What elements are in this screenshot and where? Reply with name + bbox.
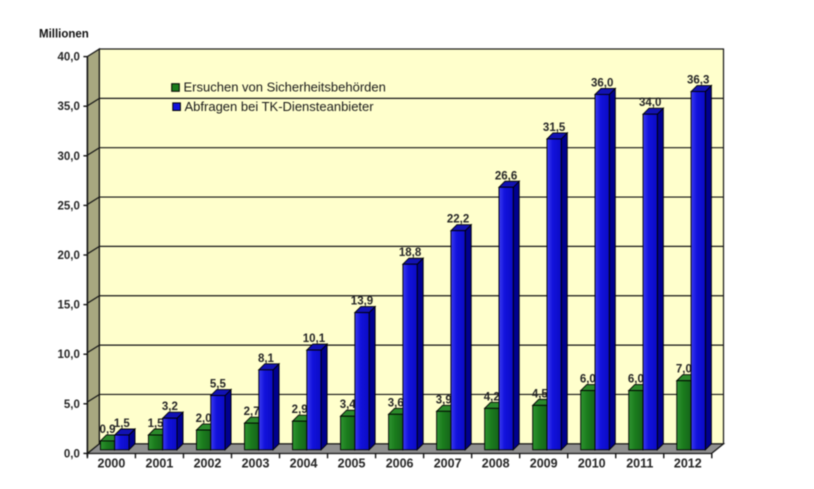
- svg-text:2002: 2002: [194, 457, 222, 471]
- svg-text:2008: 2008: [482, 457, 510, 471]
- svg-text:36,3: 36,3: [687, 75, 709, 87]
- svg-text:2003: 2003: [242, 457, 270, 471]
- svg-text:25,0: 25,0: [58, 200, 80, 212]
- svg-text:31,5: 31,5: [543, 122, 566, 134]
- svg-text:0,9: 0,9: [100, 424, 116, 436]
- svg-text:3,6: 3,6: [388, 397, 404, 409]
- svg-text:Millionen: Millionen: [39, 29, 89, 41]
- svg-text:3,2: 3,2: [162, 401, 178, 413]
- svg-text:7,0: 7,0: [676, 364, 692, 376]
- svg-text:2006: 2006: [386, 457, 414, 471]
- svg-text:40,0: 40,0: [58, 52, 80, 64]
- svg-text:6,0: 6,0: [628, 374, 644, 386]
- svg-text:2005: 2005: [338, 457, 366, 471]
- svg-text:4,2: 4,2: [484, 391, 500, 403]
- svg-text:5,0: 5,0: [64, 399, 80, 411]
- svg-text:2000: 2000: [98, 457, 126, 471]
- svg-text:36,0: 36,0: [591, 77, 613, 89]
- svg-text:2,0: 2,0: [196, 413, 212, 425]
- svg-text:26,6: 26,6: [495, 170, 517, 182]
- svg-text:15,0: 15,0: [58, 300, 80, 312]
- svg-text:30,0: 30,0: [58, 151, 80, 163]
- svg-text:2007: 2007: [434, 457, 462, 471]
- svg-text:2,7: 2,7: [244, 406, 260, 418]
- svg-text:0,0: 0,0: [64, 448, 80, 460]
- svg-text:2004: 2004: [290, 457, 318, 471]
- svg-text:5,5: 5,5: [210, 379, 227, 391]
- svg-text:8,1: 8,1: [258, 353, 275, 365]
- svg-text:4,5: 4,5: [532, 388, 549, 400]
- svg-text:Ersuchen von Sicherheitsbehörd: Ersuchen von Sicherheitsbehörden: [184, 80, 386, 95]
- svg-text:35,0: 35,0: [58, 101, 80, 113]
- svg-text:34,0: 34,0: [639, 97, 661, 109]
- svg-text:2010: 2010: [578, 457, 606, 471]
- svg-text:1,5: 1,5: [114, 418, 131, 430]
- svg-text:3,9: 3,9: [436, 394, 452, 406]
- svg-text:2012: 2012: [674, 457, 702, 471]
- svg-text:10,1: 10,1: [303, 333, 326, 345]
- svg-text:Abfragen bei TK-Diensteanbiete: Abfragen bei TK-Diensteanbieter: [185, 99, 375, 114]
- svg-text:18,8: 18,8: [399, 247, 422, 259]
- svg-text:3,4: 3,4: [340, 399, 357, 411]
- svg-text:20,0: 20,0: [58, 250, 80, 262]
- svg-text:2001: 2001: [146, 457, 174, 471]
- svg-text:2011: 2011: [626, 457, 653, 471]
- svg-text:1,5: 1,5: [148, 418, 165, 430]
- svg-text:10,0: 10,0: [58, 349, 80, 361]
- svg-text:13,9: 13,9: [351, 296, 373, 308]
- svg-text:2009: 2009: [530, 457, 558, 471]
- svg-text:6,0: 6,0: [580, 374, 596, 386]
- svg-text:22,2: 22,2: [447, 214, 469, 226]
- svg-text:2,9: 2,9: [292, 404, 308, 416]
